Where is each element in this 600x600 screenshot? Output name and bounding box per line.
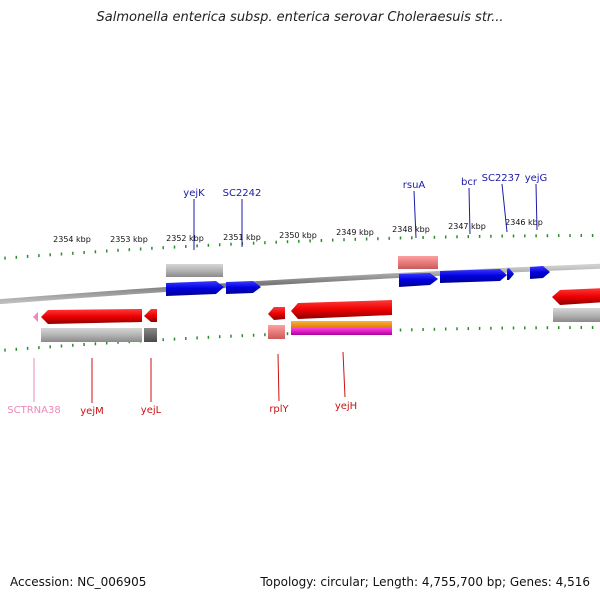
forward-features: [166, 256, 550, 296]
label-leader: [277, 353, 280, 402]
ruler-label: 2353 kbp: [110, 235, 148, 244]
gene-label-SC2242[interactable]: SC2242: [223, 188, 262, 199]
ruler-label: 2346 kbp: [505, 218, 543, 227]
gene-label-yejM[interactable]: yejM: [80, 406, 103, 417]
gray-feature-block: [41, 328, 142, 342]
gene-arrow-yejL[interactable]: [144, 309, 157, 322]
reverse-features: [33, 288, 600, 342]
gene-arrow-rsuA[interactable]: [399, 273, 438, 287]
dark-feature-block: [144, 328, 157, 342]
gene-arrow-SC2242[interactable]: [226, 281, 261, 294]
gene-arrow-yejK[interactable]: [166, 281, 224, 296]
gray-feature-block: [166, 264, 223, 277]
genome-title: Salmonella enterica subsp. enterica sero…: [96, 10, 504, 25]
ruler-label: 2349 kbp: [336, 228, 374, 237]
ruler-label: 2352 kbp: [166, 234, 204, 243]
gene-label-SC2237[interactable]: SC2237: [482, 173, 521, 184]
gene-label-bcr[interactable]: bcr: [461, 177, 478, 188]
genome-backbone: [0, 263, 600, 305]
genome-info-text: Topology: circular; Length: 4,755,700 bp…: [260, 575, 590, 589]
ruler-label: 2350 kbp: [279, 231, 317, 240]
gray-feature-block: [553, 308, 600, 322]
label-leader: [535, 183, 538, 231]
label-leader: [468, 187, 471, 235]
gene-label-yejG[interactable]: yejG: [525, 173, 548, 184]
trna-arrow-SCTRNA38[interactable]: [33, 312, 38, 322]
gene-label-rsuA[interactable]: rsuA: [403, 180, 426, 191]
label-leader: [342, 351, 346, 398]
pink-feature-block: [268, 325, 285, 339]
gene-arrow-yejH[interactable]: [291, 300, 392, 319]
label-leader: [413, 190, 417, 239]
label-leader: [501, 183, 508, 233]
gene-label-SCTRNA38[interactable]: SCTRNA38: [7, 405, 60, 416]
accession-text: Accession: NC_006905: [10, 575, 147, 589]
gene-arrow-yejM[interactable]: [41, 309, 142, 324]
gene-label-yejK[interactable]: yejK: [183, 188, 205, 199]
gene-arrow-rplY[interactable]: [268, 307, 285, 320]
magenta-feature-block: [291, 328, 392, 335]
gene-arrow-SC2237[interactable]: [507, 268, 514, 280]
gene-arrow-yejG[interactable]: [530, 266, 550, 279]
forward-gene-labels: yejK SC2242 rsuA bcr SC2237 yejG: [183, 173, 547, 250]
gene-arrow-partial-right[interactable]: [552, 288, 600, 305]
ruler-label: 2354 kbp: [53, 235, 91, 244]
gene-label-yejL[interactable]: yejL: [141, 405, 162, 416]
ruler-label: 2347 kbp: [448, 222, 486, 231]
pink-feature-block: [398, 256, 438, 269]
ruler-label: 2348 kbp: [392, 225, 430, 234]
gene-label-yejH[interactable]: yejH: [335, 401, 357, 412]
reverse-gene-labels: SCTRNA38 yejM yejL rplY yejH: [7, 351, 357, 417]
orange-feature-block: [291, 321, 392, 328]
gene-label-rplY[interactable]: rplY: [269, 404, 289, 415]
gene-arrow-bcr[interactable]: [440, 269, 507, 283]
